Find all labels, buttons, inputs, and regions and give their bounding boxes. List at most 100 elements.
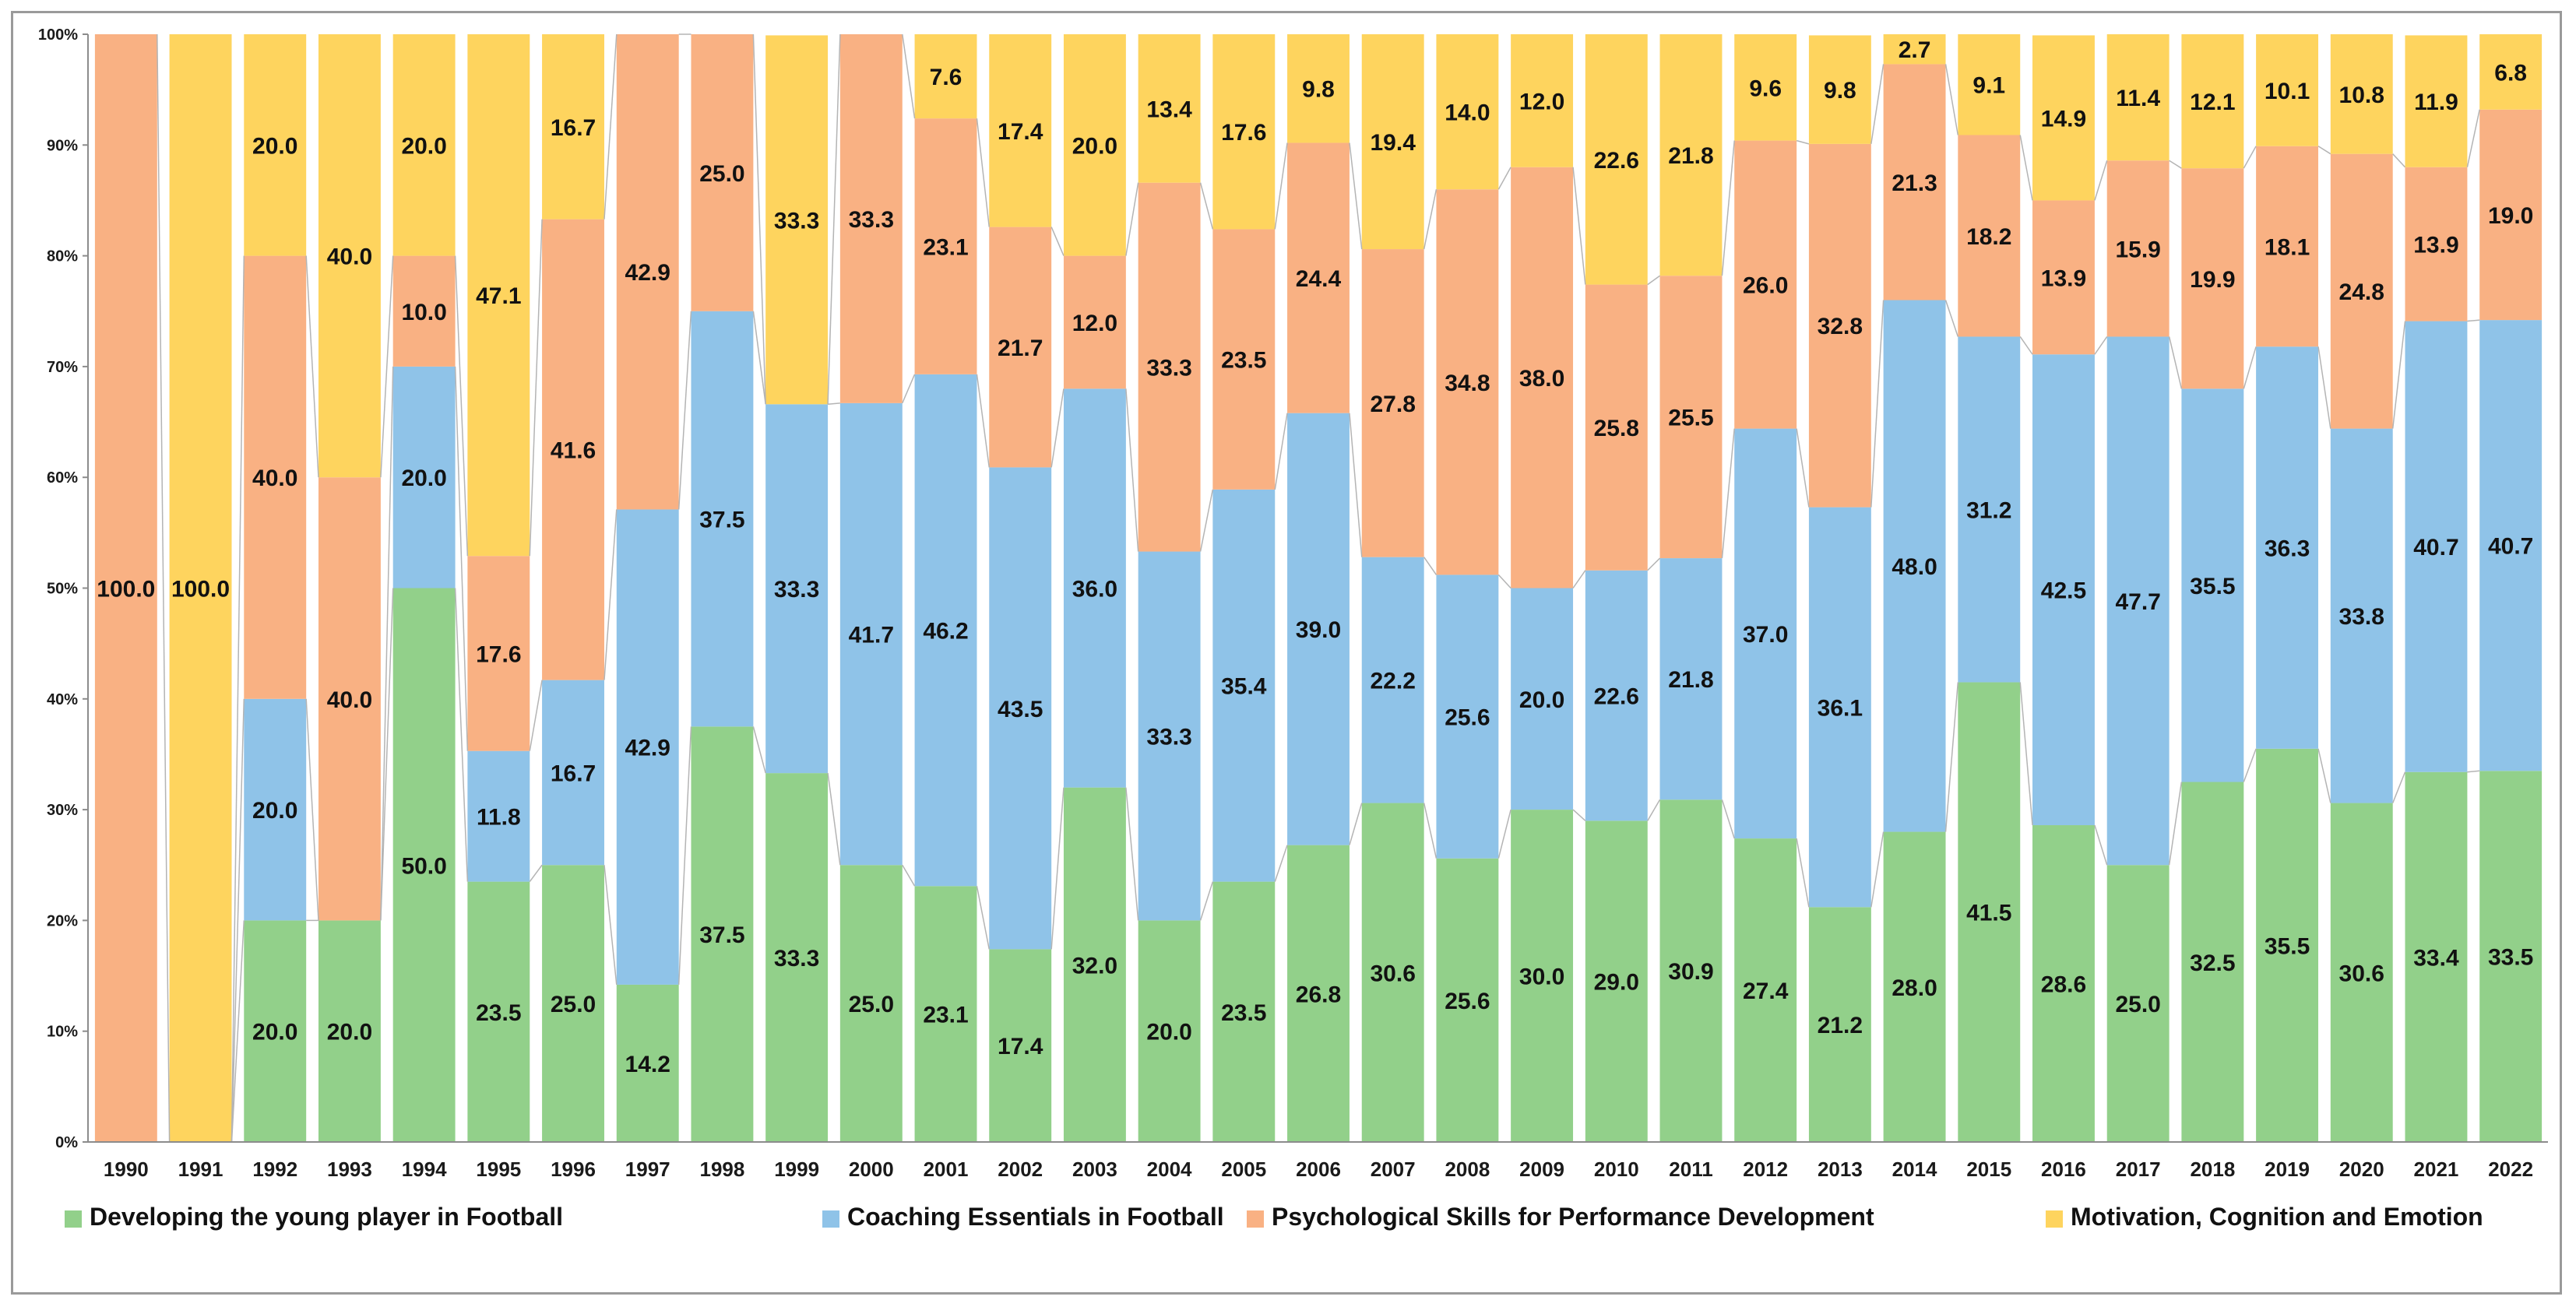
bar-segment bbox=[1436, 858, 1499, 1142]
bar-segment bbox=[1138, 182, 1201, 552]
bar-segment bbox=[542, 680, 604, 866]
bar-segment bbox=[1734, 838, 1797, 1142]
series-connector bbox=[380, 255, 394, 478]
bar-segment bbox=[467, 34, 530, 557]
data-label: 36.0 bbox=[1072, 577, 1117, 603]
series-connector bbox=[1572, 167, 1586, 285]
data-label: 16.7 bbox=[551, 115, 596, 141]
bar-segment bbox=[1212, 34, 1276, 230]
data-label: 33.4 bbox=[2413, 945, 2459, 971]
series-connector bbox=[604, 509, 618, 680]
bar-segment bbox=[1511, 167, 1574, 589]
legend-swatch bbox=[2046, 1210, 2063, 1228]
data-label: 36.3 bbox=[2265, 536, 2310, 562]
bar-segment bbox=[1659, 799, 1723, 1142]
legend-label: Motivation, Cognition and Emotion bbox=[2071, 1203, 2483, 1231]
series-connector bbox=[1274, 142, 1288, 230]
data-label: 29.0 bbox=[1594, 970, 1639, 996]
bar-segment bbox=[616, 509, 679, 985]
legend-swatch bbox=[822, 1210, 839, 1228]
bar-segment bbox=[1511, 810, 1574, 1142]
legend-item: Coaching Essentials in Football bbox=[822, 1203, 1224, 1231]
data-label: 21.8 bbox=[1668, 667, 1713, 693]
data-label: 11.9 bbox=[2414, 90, 2458, 115]
series-connector bbox=[305, 698, 319, 921]
bar-segment bbox=[2479, 109, 2543, 321]
data-label: 37.5 bbox=[699, 922, 744, 948]
series-connector bbox=[902, 374, 916, 404]
series-connector bbox=[2168, 782, 2183, 866]
data-label: 46.2 bbox=[923, 619, 968, 645]
bar-segment bbox=[914, 886, 977, 1142]
x-tick-label: 2013 bbox=[1818, 1158, 1863, 1181]
x-tick-label: 2010 bbox=[1594, 1158, 1639, 1181]
x-tick-label: 2003 bbox=[1072, 1158, 1117, 1181]
data-label: 25.0 bbox=[2115, 992, 2160, 1017]
y-tick-label: 50% bbox=[47, 581, 78, 598]
data-label: 32.8 bbox=[1818, 314, 1863, 339]
legend-item: Motivation, Cognition and Emotion bbox=[2046, 1203, 2483, 1231]
series-connector bbox=[1870, 300, 1884, 508]
data-label: 48.0 bbox=[1892, 554, 1937, 580]
bar-segment bbox=[1659, 34, 1723, 276]
data-label: 28.0 bbox=[1892, 975, 1937, 1001]
data-label: 34.8 bbox=[1445, 371, 1490, 396]
series-connector bbox=[828, 402, 840, 406]
series-connector bbox=[677, 726, 692, 985]
bar-segment bbox=[914, 374, 977, 887]
series-connector bbox=[231, 698, 245, 1143]
series-connector bbox=[2019, 336, 2033, 355]
bar-segment bbox=[1287, 413, 1350, 845]
data-label: 19.9 bbox=[2190, 267, 2235, 293]
data-label: 25.0 bbox=[551, 992, 596, 1017]
bar-segment bbox=[1585, 34, 1648, 285]
data-label: 12.1 bbox=[2190, 90, 2235, 115]
series-connector bbox=[976, 118, 991, 227]
stacked-bar-chart: 100.0 100.0 20.0 20.0 40.0 20.0 20.0 40.0 40.0 50… bbox=[38, 26, 2548, 1231]
data-label: 40.0 bbox=[327, 687, 372, 713]
data-label: 22.6 bbox=[1594, 684, 1639, 710]
bar-segment bbox=[1287, 845, 1350, 1142]
x-tick-label: 1996 bbox=[551, 1158, 596, 1181]
data-label: 25.8 bbox=[1594, 416, 1639, 441]
series-connector bbox=[529, 219, 543, 557]
x-tick-label: 1993 bbox=[327, 1158, 372, 1181]
bar-segment bbox=[467, 881, 530, 1142]
series-connector bbox=[1796, 139, 1810, 145]
series-connector bbox=[1274, 413, 1288, 490]
bar-segment bbox=[2181, 34, 2244, 169]
data-label: 30.6 bbox=[2339, 961, 2384, 986]
bar-segment bbox=[2405, 321, 2468, 772]
bar-segment bbox=[1063, 787, 1126, 1142]
data-label: 35.5 bbox=[2265, 933, 2310, 959]
x-tick-label: 2016 bbox=[2041, 1158, 2086, 1181]
series-connector bbox=[1497, 809, 1511, 859]
data-label: 30.0 bbox=[1519, 964, 1564, 990]
x-tick-label: 1991 bbox=[178, 1158, 223, 1181]
bar-segment bbox=[989, 34, 1052, 227]
series-connector bbox=[380, 366, 394, 921]
bar-segment bbox=[2106, 34, 2170, 161]
bar-segment bbox=[1659, 558, 1723, 800]
series-connector bbox=[454, 366, 469, 751]
series-connector bbox=[752, 33, 766, 405]
data-label: 20.0 bbox=[401, 133, 446, 159]
bar-segment bbox=[989, 467, 1052, 950]
bar-segment bbox=[2181, 782, 2244, 1142]
data-label: 19.4 bbox=[1371, 130, 1416, 156]
data-label: 41.6 bbox=[551, 438, 596, 464]
data-label: 33.5 bbox=[2488, 945, 2533, 971]
data-label: 13.9 bbox=[2041, 265, 2086, 291]
series-connector bbox=[1647, 799, 1661, 821]
data-label: 23.5 bbox=[1221, 1000, 1266, 1026]
bar-segment bbox=[392, 366, 456, 589]
x-tick-label: 2020 bbox=[2339, 1158, 2384, 1181]
bar-segment bbox=[392, 255, 456, 367]
series-connector bbox=[827, 33, 841, 405]
data-label: 33.3 bbox=[849, 207, 894, 233]
bar-segment bbox=[1436, 189, 1499, 575]
series-connector bbox=[231, 255, 245, 1143]
series-connector bbox=[2169, 160, 2182, 169]
bar-segment bbox=[2032, 354, 2095, 826]
x-tick-label: 2014 bbox=[1892, 1158, 1937, 1181]
